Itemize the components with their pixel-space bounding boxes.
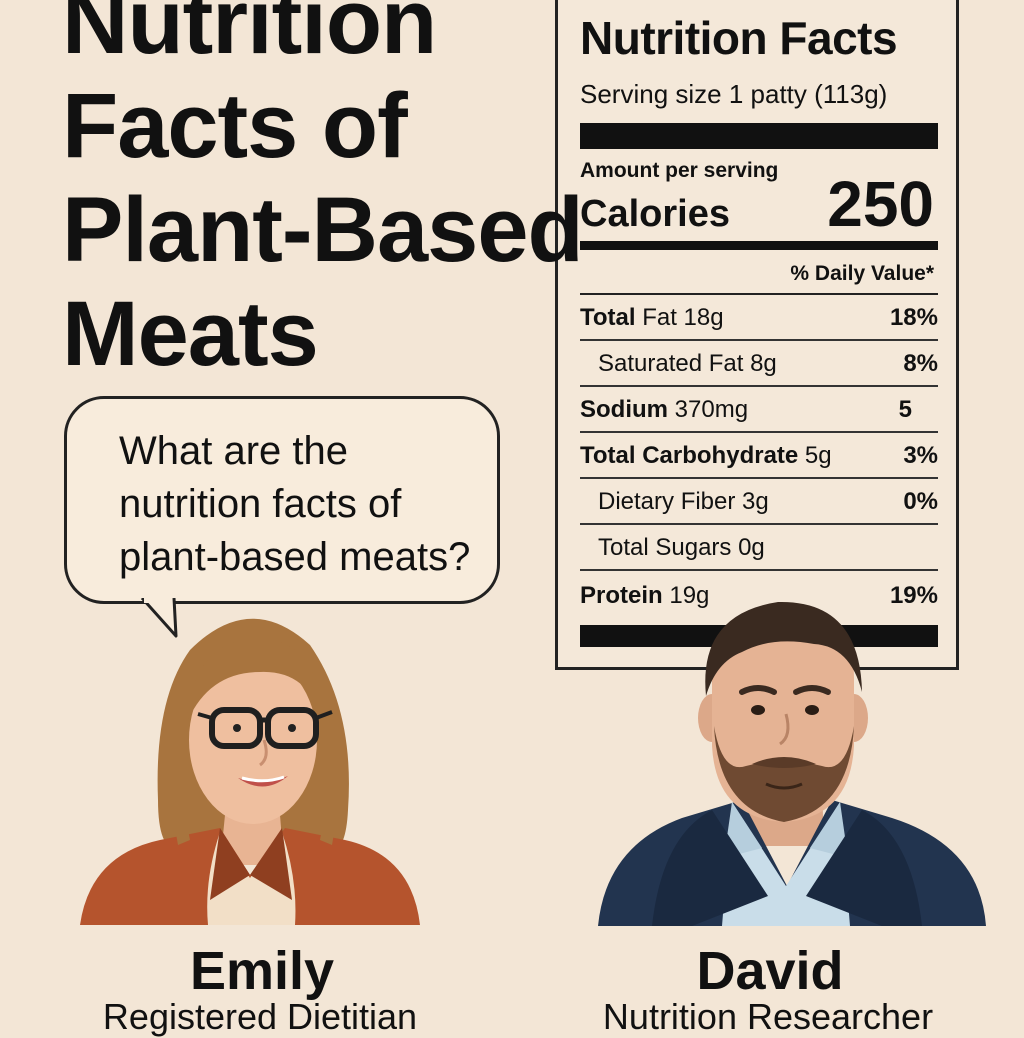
emily-role: Registered Dietitian (102, 996, 418, 1037)
label-divider-medium (580, 241, 938, 250)
nutrient-name: Dietary Fiber 3g (598, 488, 769, 515)
nutrient-dv: 8% (903, 350, 938, 377)
nutrient-dv: 18% (889, 304, 938, 331)
emily-name: Emily (189, 941, 335, 1001)
david-name: David (696, 941, 844, 1001)
calories-value: 250 (827, 168, 934, 240)
calories-label: Calories (580, 193, 730, 235)
speech-bubble-tail (140, 598, 178, 638)
nutrient-dv: 3% (903, 442, 938, 469)
nutrient-dv: 0% (903, 488, 938, 515)
nutrient-row-total-fat: Total Fat 18g 18% (580, 295, 938, 341)
nutrient-name: Total Fat 18g (580, 304, 724, 331)
daily-value-header: % Daily Value* (790, 262, 934, 285)
nutrient-row-dietary-fiber: Dietary Fiber 3g 0% (580, 479, 938, 525)
nutrition-facts-label: Nutrition Facts Serving size 1 patty (11… (555, 0, 959, 670)
serving-size: Serving size 1 patty (113g) (580, 79, 888, 109)
nutrient-dv: 19% (889, 582, 938, 609)
label-divider-thin (580, 293, 938, 295)
nutrient-name: Total Sugars 0g (598, 534, 765, 561)
nutrient-row-protein: Protein 19g 19% (580, 573, 938, 619)
nutrient-name: Sodium 370mg (580, 396, 749, 423)
nutrient-name: Saturated Fat 8g (598, 350, 777, 377)
nutrient-name: Protein 19g (580, 582, 710, 609)
david-role: Nutrition Researcher (602, 996, 934, 1037)
nutrient-row-saturated-fat: Saturated Fat 8g 8% (580, 341, 938, 387)
emily-portrait (80, 618, 420, 925)
label-divider-thick (580, 123, 938, 149)
nutrient-name: Total Carbohydrate 5g (580, 442, 832, 469)
nutrient-dv: 5 (898, 396, 912, 423)
nutrient-row-total-carbohydrate: Total Carbohydrate 5g 3% (580, 433, 938, 479)
speech-bubble: What are the nutrition facts of plant-ba… (64, 396, 500, 604)
label-title: Nutrition Facts (580, 12, 898, 64)
nutrient-row-total-sugars: Total Sugars 0g (580, 525, 938, 571)
speech-bubble-text: What are the nutrition facts of plant-ba… (119, 429, 471, 579)
page-title: Nutrition Facts of Plant-Based Meats (62, 0, 584, 385)
amount-per-serving: Amount per serving (580, 159, 779, 182)
david-portrait (598, 601, 986, 926)
nutrient-row-sodium: Sodium 370mg 5 (580, 387, 938, 433)
